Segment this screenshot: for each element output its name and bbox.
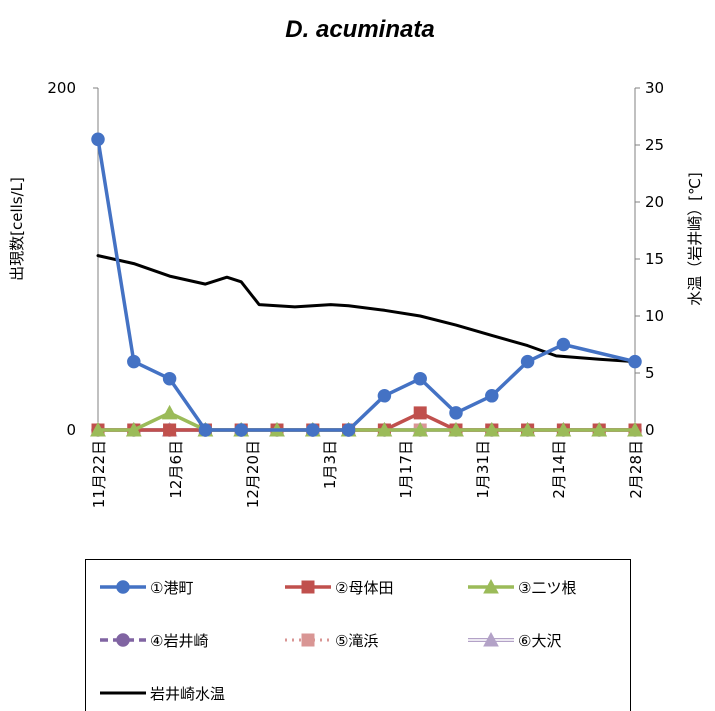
legend-label: ②母体田 <box>335 578 394 597</box>
legend-label: ⑥大沢 <box>518 631 562 650</box>
data-point <box>377 389 392 403</box>
data-point <box>306 423 320 437</box>
legend-item: ③二ツ根 <box>466 574 576 600</box>
legend-marker <box>483 578 499 594</box>
data-point <box>163 423 177 437</box>
series-7 <box>96 254 637 364</box>
data-point <box>127 354 141 369</box>
data-point <box>449 406 463 420</box>
plot-area <box>97 88 636 431</box>
x-tick-label: 1月17日 <box>397 440 415 499</box>
data-point <box>520 354 535 369</box>
series-line <box>96 254 637 364</box>
data-point <box>519 421 536 437</box>
left-y-axis-label: 出現数[cells/L] <box>8 177 26 281</box>
right-y-tick-label: 0 <box>645 421 655 439</box>
legend-marker <box>116 633 130 647</box>
legend-swatch <box>100 580 146 594</box>
legend-swatch <box>468 578 514 594</box>
data-point <box>125 421 142 437</box>
series-1 <box>91 132 642 437</box>
legend-marker <box>116 580 130 594</box>
data-point <box>234 423 248 437</box>
data-point <box>591 421 608 437</box>
series-layer <box>90 132 643 437</box>
data-point <box>413 371 427 386</box>
data-point <box>627 421 643 437</box>
right-y-tick-label: 15 <box>645 250 664 268</box>
legend-swatch <box>285 633 331 647</box>
x-tick-label: 1月31日 <box>474 440 492 499</box>
data-point <box>448 421 464 437</box>
legend-marker <box>301 633 315 647</box>
legend-marker <box>301 580 315 594</box>
data-point <box>555 421 572 437</box>
legend-label: ①港町 <box>150 578 194 597</box>
legend-swatch <box>468 631 514 647</box>
left-y-ticks: 0 200 <box>47 79 98 439</box>
legend-swatch <box>100 691 146 695</box>
right-y-tick-label: 25 <box>645 136 664 154</box>
chart-title: D. acuminata <box>285 16 434 43</box>
data-point <box>628 354 642 369</box>
legend-item: ④岩井崎 <box>98 627 208 653</box>
data-point <box>198 423 213 437</box>
x-tick-label: 11月22日 <box>90 440 108 508</box>
legend-item: 岩井崎水温 <box>98 680 225 706</box>
x-tick-label: 1月3日 <box>321 440 339 489</box>
legend-label: 岩井崎水温 <box>150 684 226 703</box>
data-point <box>91 132 105 147</box>
legend-label: ④岩井崎 <box>150 631 209 650</box>
data-point <box>412 421 429 437</box>
legend-swatch <box>100 633 146 647</box>
data-point <box>485 389 499 403</box>
right-y-tick-label: 5 <box>645 364 655 382</box>
right-y-tick-label: 30 <box>645 79 664 97</box>
legend-item: ②母体田 <box>283 574 393 600</box>
data-point <box>556 337 571 352</box>
series-line <box>96 137 637 432</box>
x-ticks: 11月22日 12月6日 12月20日 1月3日 1月17日 1月31日 2月14日 2月28… <box>90 430 645 508</box>
data-point <box>161 404 178 420</box>
right-y-ticks: 0 5 10 15 20 25 30 <box>635 79 664 439</box>
data-point <box>90 421 106 437</box>
data-point <box>483 421 500 437</box>
data-point <box>413 406 427 420</box>
right-y-tick-label: 20 <box>645 193 664 211</box>
x-tick-label: 12月20日 <box>244 440 262 508</box>
legend-label: ③二ツ根 <box>518 578 577 597</box>
right-y-tick-label: 10 <box>645 307 664 325</box>
data-point <box>162 371 177 386</box>
data-point <box>376 421 393 437</box>
legend-item: ⑥大沢 <box>466 627 561 653</box>
x-tick-label: 2月14日 <box>550 440 568 499</box>
right-y-axis-label: 水温（岩井崎）[℃] <box>686 172 704 306</box>
x-tick-label: 2月28日 <box>627 440 645 499</box>
legend-marker <box>483 631 499 647</box>
legend-label: ⑤滝浜 <box>335 631 379 650</box>
legend-swatch <box>285 580 331 594</box>
left-y-tick-label: 200 <box>47 79 76 97</box>
data-point <box>341 423 356 437</box>
x-tick-label: 12月6日 <box>167 440 185 499</box>
series-line <box>96 411 637 432</box>
legend-item: ①港町 <box>98 574 193 600</box>
legend: ①港町 ②母体田 ③二ツ根 ④岩井崎 ⑤滝浜 ⑥大沢岩井崎水温 <box>85 559 631 711</box>
left-y-tick-label: 0 <box>66 421 76 439</box>
legend-item: ⑤滝浜 <box>283 627 378 653</box>
